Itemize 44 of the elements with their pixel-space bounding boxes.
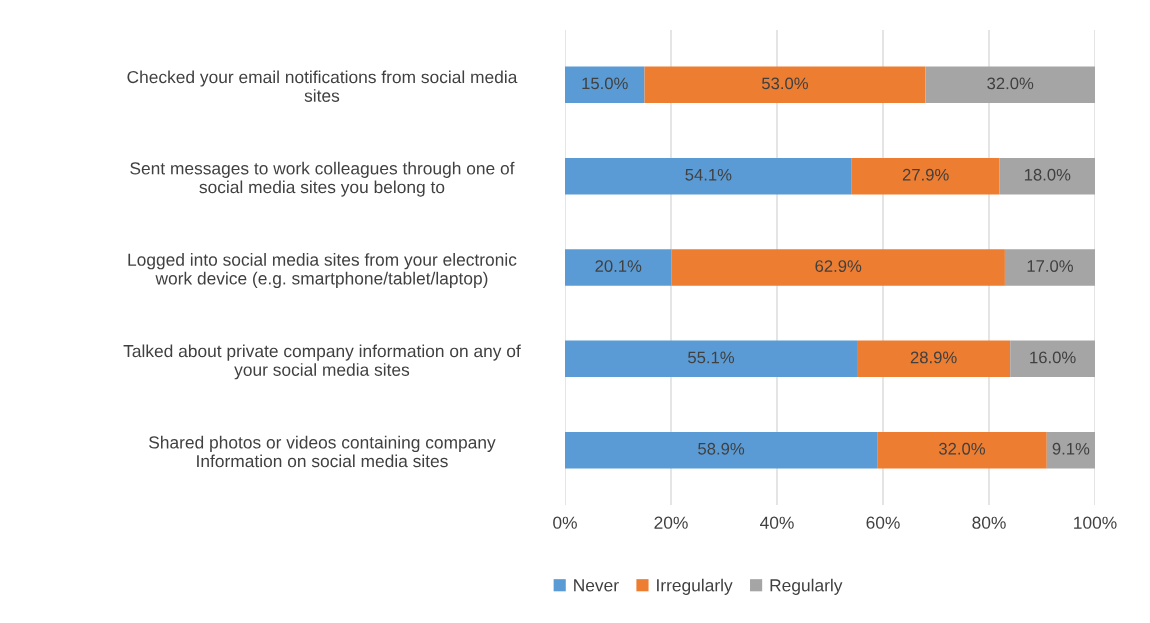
bar — [565, 249, 672, 286]
x-tick-label: 0% — [553, 516, 577, 529]
bar — [851, 157, 1000, 195]
bar — [877, 431, 1047, 469]
bar — [1004, 249, 1095, 286]
bar — [671, 249, 1005, 286]
x-tick-label: 60% — [866, 516, 900, 529]
x-tick-label: 80% — [972, 516, 1006, 529]
data-label: 27.9% — [902, 168, 949, 181]
legend-label: Regularly — [770, 578, 843, 595]
legend-label: Never — [574, 579, 619, 592]
bar — [999, 157, 1095, 195]
bar — [565, 431, 878, 469]
data-label: 62.9% — [815, 260, 862, 272]
y-tick-label: Shared photos or videos containing company Information on social media sites — [149, 435, 496, 468]
data-label: 17.0% — [1027, 260, 1073, 272]
legend-label: Irregularly — [657, 578, 733, 595]
data-label: 18.0% — [1024, 168, 1071, 181]
y-tick-label: Checked your email notifications from social media sites — [127, 70, 518, 102]
bar — [565, 157, 852, 195]
x-tick-label: 20% — [654, 516, 688, 529]
bar — [644, 66, 926, 104]
bar — [565, 340, 858, 378]
data-label: 16.0% — [1030, 351, 1076, 364]
y-tick-label: Logged into social media sites from your electronic work device (e.g. smartphone/tablet/laptop) — [128, 253, 517, 288]
bar — [1010, 340, 1095, 378]
y-tick-label: Talked about private company information on any of your social media sites — [123, 344, 521, 380]
data-label: 55.1% — [688, 351, 735, 364]
data-label: 20.1% — [595, 260, 642, 272]
bar — [857, 340, 1011, 378]
data-label: 15.0% — [582, 77, 628, 90]
data-label: 53.0% — [761, 77, 808, 90]
data-label: 32.0% — [938, 442, 986, 455]
bar — [925, 66, 1095, 104]
y-tick-label: Sent messages to work colleagues through one of social media sites you belong to — [130, 161, 515, 197]
data-label: 9.1% — [1052, 442, 1090, 455]
data-label: 28.9% — [910, 351, 957, 364]
data-label: 32.0% — [987, 77, 1034, 90]
data-label: 54.1% — [685, 168, 732, 181]
x-tick-label: 100% — [1074, 516, 1117, 529]
bar — [565, 66, 645, 104]
bar — [1046, 431, 1095, 469]
data-label: 58.9% — [698, 442, 745, 455]
x-tick-label: 40% — [760, 516, 794, 529]
